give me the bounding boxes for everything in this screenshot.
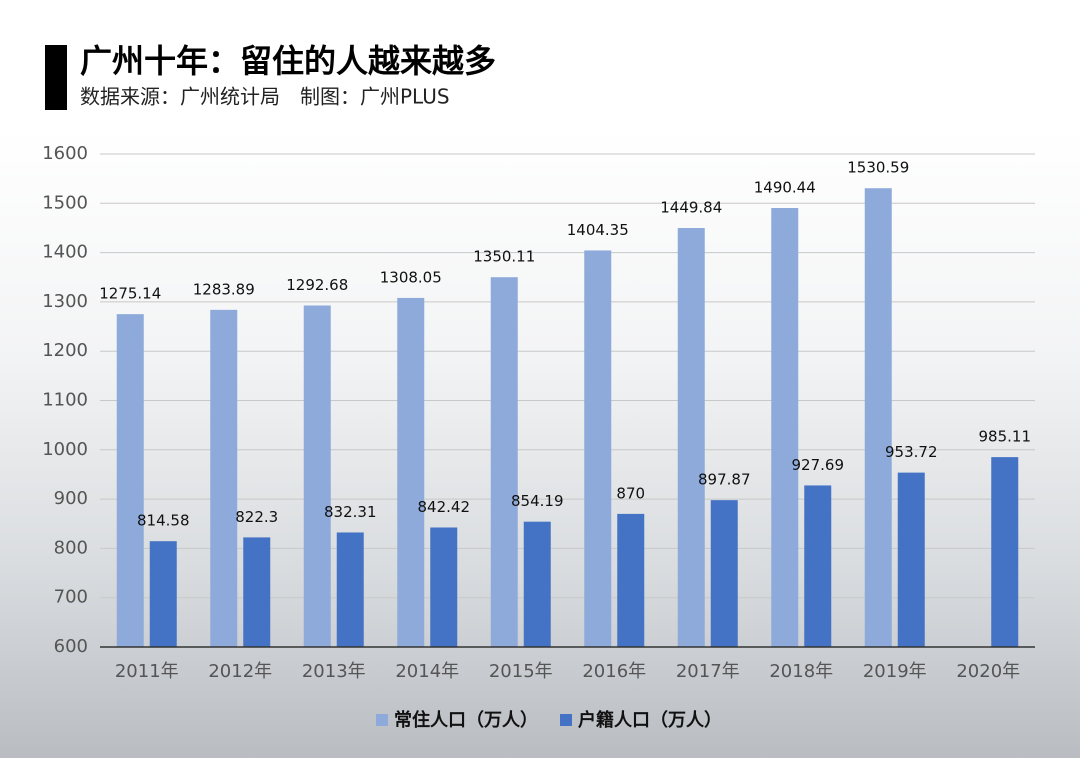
- bar: [303, 305, 331, 647]
- bar: [336, 532, 364, 647]
- y-tick-label: 1100: [42, 390, 88, 411]
- value-label: 1283.89: [193, 280, 255, 298]
- value-label: 854.19: [511, 492, 564, 510]
- y-tick-label: 700: [54, 587, 88, 608]
- y-tick-label: 1600: [42, 143, 88, 164]
- legend-label: 户籍人口（万人）: [578, 709, 722, 731]
- x-tick-label: 2017年: [676, 661, 740, 682]
- x-tick-label: 2012年: [208, 661, 272, 682]
- legend-swatch: [376, 714, 388, 726]
- value-label: 1308.05: [380, 268, 442, 286]
- y-tick-label: 1400: [42, 242, 88, 263]
- x-tick-label: 2016年: [582, 661, 646, 682]
- bar: [804, 485, 832, 647]
- bar: [430, 527, 458, 647]
- chart-subtitle: 数据来源：广州统计局 制图：广州PLUS: [80, 85, 450, 109]
- y-tick-label: 1500: [42, 192, 88, 213]
- x-tick-label: 2020年: [956, 661, 1020, 682]
- x-tick-label: 2015年: [489, 661, 553, 682]
- value-label: 814.58: [137, 512, 190, 530]
- value-label: 985.11: [979, 428, 1032, 446]
- x-tick-label: 2018年: [769, 661, 833, 682]
- bar: [677, 228, 705, 648]
- x-tick-label: 2014年: [395, 661, 459, 682]
- y-tick-label: 800: [54, 537, 88, 558]
- bar: [397, 297, 425, 647]
- y-tick-label: 900: [54, 488, 88, 509]
- bar: [897, 472, 925, 647]
- x-tick-label: 2013年: [302, 661, 366, 682]
- bar: [617, 513, 645, 647]
- bar: [584, 250, 612, 647]
- bar: [149, 541, 177, 647]
- bar: [991, 457, 1019, 647]
- bar: [523, 521, 551, 647]
- legend-label: 常住人口（万人）: [394, 709, 538, 731]
- value-label: 870: [616, 484, 645, 502]
- bar: [243, 537, 271, 647]
- x-tick-label: 2019年: [863, 661, 927, 682]
- bar: [490, 277, 518, 647]
- value-label: 1275.14: [99, 285, 161, 303]
- bar: [864, 188, 892, 648]
- x-tick-label: 2011年: [115, 661, 179, 682]
- y-tick-label: 1300: [42, 291, 88, 312]
- bar: [710, 500, 738, 647]
- value-label: 842.42: [418, 498, 471, 516]
- y-tick-label: 1000: [42, 439, 88, 460]
- value-label: 1404.35: [567, 221, 629, 239]
- background: [0, 130, 1080, 758]
- value-label: 1490.44: [754, 179, 816, 197]
- bar: [116, 314, 144, 647]
- value-label: 1530.59: [847, 159, 909, 177]
- bar: [771, 208, 799, 648]
- legend-swatch: [560, 714, 572, 726]
- value-label: 1449.84: [660, 199, 722, 217]
- value-label: 897.87: [698, 471, 751, 489]
- value-label: 1292.68: [286, 276, 348, 294]
- value-label: 1350.11: [473, 248, 535, 266]
- value-label: 953.72: [885, 443, 938, 461]
- chart-title: 广州十年：留住的人越来越多: [80, 42, 496, 80]
- value-label: 822.3: [235, 508, 278, 526]
- y-tick-label: 600: [54, 636, 88, 657]
- value-label: 832.31: [324, 503, 377, 521]
- y-tick-label: 1200: [42, 340, 88, 361]
- bar: [210, 309, 238, 647]
- value-label: 927.69: [792, 456, 845, 474]
- title-bar: [45, 45, 67, 110]
